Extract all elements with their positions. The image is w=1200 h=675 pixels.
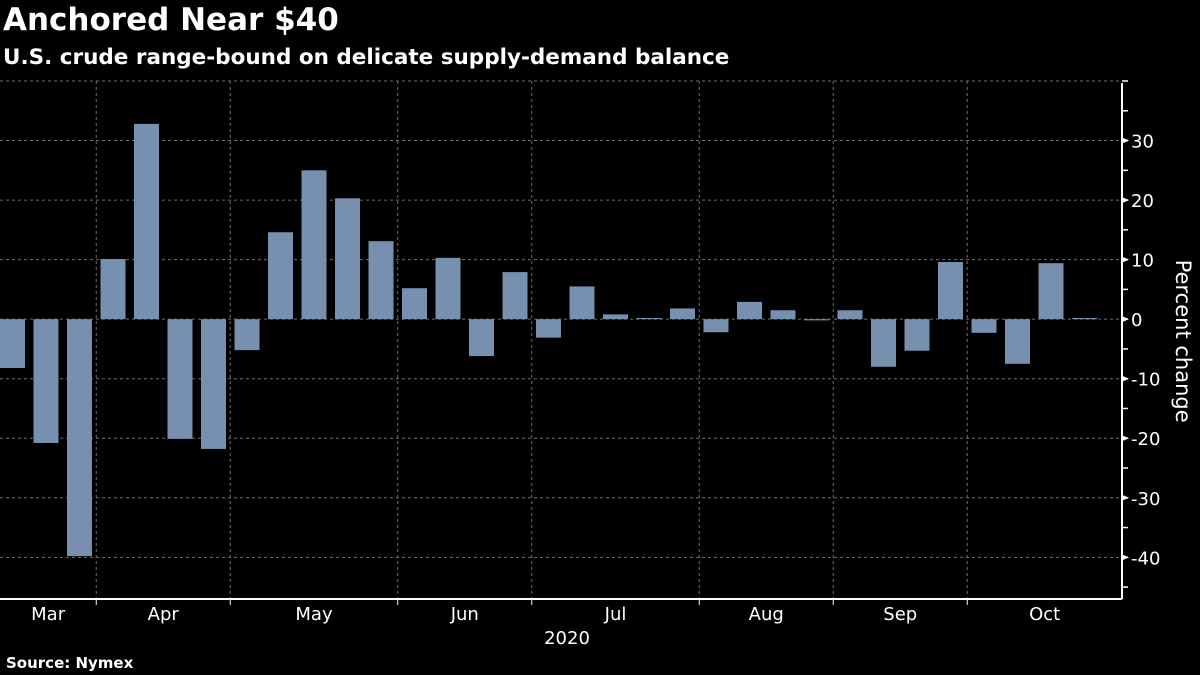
y-tick-major	[1122, 494, 1129, 501]
y-tick-label: -20	[1131, 429, 1160, 450]
bar	[837, 310, 863, 320]
bar	[636, 317, 662, 320]
x-tick-label: May	[295, 604, 333, 625]
bar	[871, 319, 896, 367]
y-tick-label: -30	[1131, 489, 1160, 510]
bar	[234, 319, 260, 351]
x-tick-label: Jun	[450, 604, 479, 625]
bar	[268, 232, 293, 320]
x-tick-label: Aug	[749, 604, 784, 625]
y-tick-major	[1122, 197, 1129, 204]
x-axis: Mar Apr May Jun Jul Aug Sep Oct	[0, 598, 1122, 625]
bar	[770, 310, 796, 320]
bar	[1072, 317, 1097, 320]
chart-title: Anchored Near $40	[3, 2, 339, 38]
bar	[402, 288, 427, 320]
y-tick-label: 30	[1131, 132, 1154, 153]
x-tick-label: Sep	[883, 604, 917, 625]
bar	[569, 286, 595, 320]
bar	[904, 319, 930, 351]
bar	[703, 319, 729, 333]
y-tick-major	[1122, 316, 1129, 323]
y-tick-major	[1122, 554, 1129, 561]
bar	[167, 319, 193, 439]
bar	[201, 319, 226, 449]
y-tick-label: -10	[1131, 370, 1160, 391]
bar	[33, 319, 59, 444]
y-tick-label: 0	[1131, 310, 1142, 331]
bar	[301, 170, 327, 320]
y-axis: 30 20 10 0 -10 -20 -30 -40	[1121, 80, 1160, 599]
y-tick-label: -40	[1131, 548, 1160, 569]
x-tick-label: Jul	[604, 604, 627, 625]
y-tick-label: 20	[1131, 191, 1154, 212]
bar	[938, 262, 963, 320]
bar	[971, 319, 997, 333]
x-tick-label: Oct	[1029, 604, 1060, 625]
bar	[670, 308, 695, 320]
y-tick-label: 10	[1131, 251, 1154, 272]
bar	[134, 123, 159, 320]
y-axis-title: Percent change	[1171, 260, 1195, 423]
bar	[1038, 263, 1064, 320]
bar	[368, 241, 394, 320]
bar	[469, 319, 494, 357]
bar	[737, 301, 762, 320]
bar	[502, 272, 528, 320]
bar	[536, 319, 561, 338]
bar	[0, 319, 25, 368]
y-tick-major	[1122, 435, 1129, 442]
bar	[100, 259, 126, 320]
bar	[435, 257, 461, 320]
bar	[1005, 319, 1030, 364]
y-tick-major	[1122, 137, 1129, 144]
bar	[603, 314, 628, 320]
chart-subtitle: U.S. crude range-bound on delicate suppl…	[3, 45, 730, 70]
bars	[0, 123, 1097, 557]
x-tick-label: Mar	[31, 604, 66, 625]
source-note: Source: Nymex	[6, 654, 134, 672]
y-tick-major	[1122, 375, 1129, 382]
bar	[804, 319, 829, 321]
x-axis-year-label: 2020	[544, 628, 590, 649]
bar	[67, 319, 92, 557]
y-tick-major	[1122, 256, 1129, 263]
bar	[335, 198, 360, 320]
x-tick-label: Apr	[148, 604, 180, 625]
